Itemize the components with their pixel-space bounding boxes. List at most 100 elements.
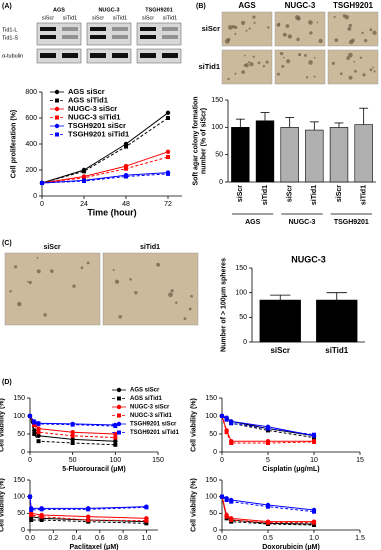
x-axis-label: Paclitaxel (μM)	[69, 544, 118, 550]
x-tick-label: 0.2	[48, 535, 58, 542]
blot-band	[40, 35, 56, 39]
photo-colony	[286, 59, 291, 64]
marker	[32, 423, 37, 427]
marker	[70, 437, 75, 442]
y-tick-label: 50	[17, 510, 25, 517]
marker	[113, 442, 118, 447]
series-line	[41, 156, 169, 184]
legend-marker	[117, 430, 121, 435]
x-tick-label: 150	[152, 457, 164, 464]
marker	[144, 518, 149, 523]
marker	[166, 155, 170, 159]
y-axis-label: Cell viability (%)	[190, 398, 197, 452]
blot-membrane	[36, 48, 82, 64]
photo-colony	[249, 62, 254, 67]
legend-label: AGS siTid1	[68, 95, 108, 104]
marker	[266, 520, 270, 525]
y-tick-label: 100	[211, 124, 223, 131]
marker	[86, 518, 91, 522]
y-tick-label: 100	[205, 494, 217, 501]
marker	[28, 494, 32, 499]
blot-band	[162, 35, 178, 39]
x-tick-label: 100	[109, 457, 121, 464]
photo-colony	[313, 75, 316, 78]
photo-colony	[27, 280, 29, 283]
blot-lane-label: siScr	[92, 15, 104, 21]
marker	[36, 421, 41, 426]
photo-colony	[36, 256, 39, 259]
blot-band	[162, 27, 178, 31]
marker	[312, 509, 316, 514]
panel-label: (B)	[196, 3, 206, 10]
y-tick-label: 50	[17, 431, 25, 438]
y-axis-label: number (% of siScr)	[200, 108, 207, 174]
x-tick-label: 10	[310, 457, 318, 464]
y-tick-label: 400	[25, 141, 37, 148]
photo-colony	[308, 20, 313, 25]
legend-label: TSGH9201 siScr	[130, 422, 177, 428]
photo-colony	[175, 301, 178, 304]
blot-band	[112, 27, 128, 31]
photo-colony	[86, 261, 90, 265]
x-tick-label: 0	[220, 457, 224, 464]
photo-column-label: TSGH9201	[333, 1, 374, 10]
photo-colony	[372, 66, 375, 69]
y-tick-label: 200	[25, 167, 37, 174]
blot-lane-label: siTid1	[113, 15, 127, 21]
photo-colony	[309, 31, 313, 35]
photo-colony	[234, 72, 237, 75]
x-tick-label: 0.4	[72, 535, 82, 542]
bar	[280, 127, 299, 183]
marker	[29, 508, 34, 512]
marker	[39, 507, 44, 512]
y-axis-label: Cell viability (%)	[0, 478, 5, 532]
y-axis-label: Cell viability (%)	[190, 478, 197, 532]
legend-marker	[55, 98, 59, 103]
marker	[39, 518, 44, 522]
blot-band	[90, 27, 106, 31]
photo-colony	[28, 280, 32, 285]
photo-colony	[296, 16, 301, 21]
legend-marker	[55, 132, 59, 137]
blot-membrane	[136, 48, 182, 64]
marker	[124, 144, 128, 149]
photo-row-label: siTid1	[198, 62, 220, 71]
blot-band	[62, 35, 78, 39]
photo-colony	[248, 61, 251, 64]
photo-colony	[227, 25, 233, 30]
y-tick-label: 0	[243, 339, 247, 346]
series-line	[221, 415, 315, 444]
legend-marker	[55, 115, 59, 120]
photo	[4, 252, 101, 326]
photo-colony	[9, 290, 12, 293]
photo-colony	[43, 313, 47, 317]
photo-colony	[333, 15, 336, 19]
photo	[102, 252, 199, 326]
blot-band	[40, 27, 56, 31]
photo-colony	[362, 73, 366, 77]
blot-band	[90, 35, 106, 39]
marker	[124, 174, 128, 179]
photo-colony	[353, 60, 356, 63]
series-line	[41, 112, 169, 184]
marker	[266, 504, 270, 509]
photo-colony	[308, 60, 313, 65]
photo-colony	[334, 38, 339, 43]
blot-band	[90, 53, 106, 58]
photo-colony	[348, 75, 353, 80]
photo-colony	[224, 38, 230, 44]
x-axis-label: 5-Fluorouracil (μM)	[62, 466, 125, 473]
group-label: AGS	[245, 219, 261, 226]
bar	[305, 129, 324, 183]
blot-band	[140, 35, 156, 39]
photo-colony	[243, 54, 246, 57]
photo-colony	[168, 292, 173, 298]
photo-colony	[361, 31, 364, 35]
photo-colony	[72, 284, 76, 288]
photo-colony	[231, 25, 236, 29]
marker	[85, 514, 91, 519]
legend-marker	[116, 387, 122, 393]
x-tick-label: siTid1	[361, 185, 368, 205]
y-tick-label: 50	[239, 314, 247, 321]
